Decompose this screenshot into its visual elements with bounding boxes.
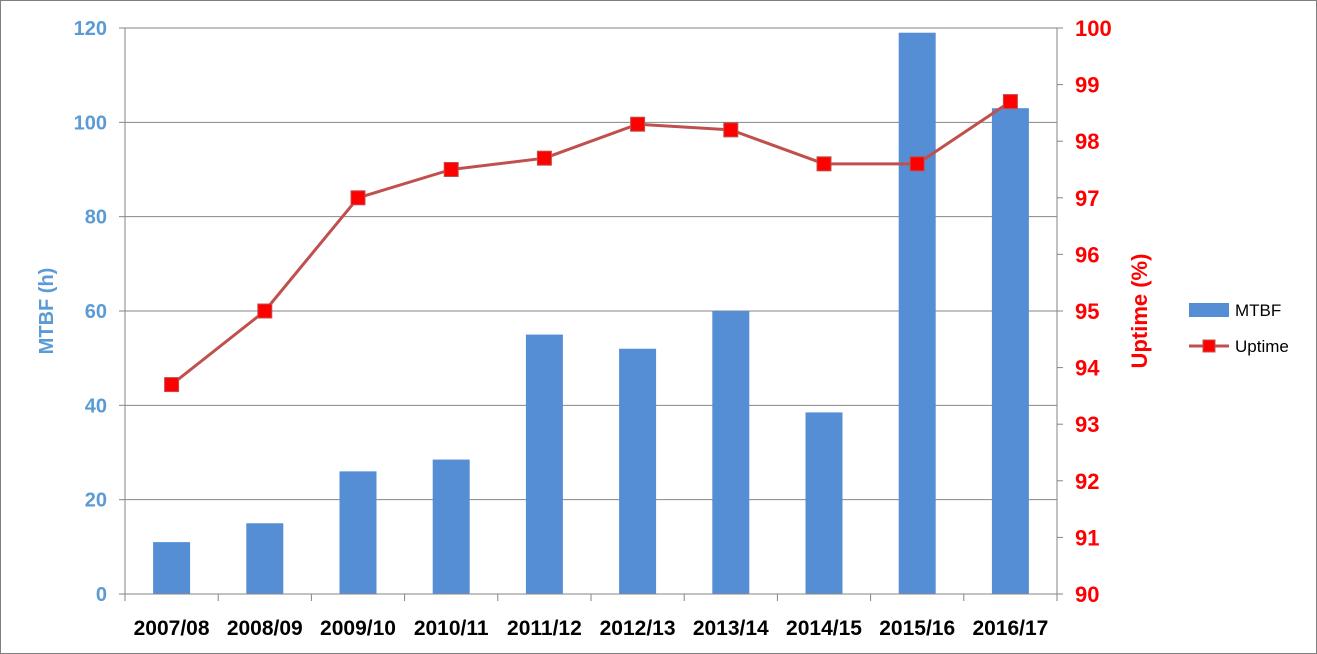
uptime-point [909,156,925,172]
right-axis-ticks: 90 91 92 93 94 95 96 97 98 99 100 [1057,16,1112,607]
mtbf-bar [712,311,750,594]
mtbf-bars [153,32,1029,594]
x-tick-label: 2010/11 [414,617,489,640]
mtbf-bar [246,523,284,594]
uptime-point [816,156,832,172]
right-tick-label: 99 [1075,73,1099,98]
right-tick-label: 93 [1075,412,1099,437]
mtbf-bar [432,459,470,594]
left-tick-label: 60 [85,301,107,323]
left-tick-label: 20 [85,490,107,512]
mtbf-bar [805,412,843,594]
uptime-series [164,94,1018,393]
mtbf-bar [619,348,657,594]
mtbf-bar [898,32,936,594]
x-tick-label: 2007/08 [134,617,210,640]
right-tick-label: 92 [1075,469,1099,494]
right-tick-label: 95 [1075,299,1099,324]
x-tick-label: 2008/09 [227,617,303,640]
uptime-point [164,377,180,393]
mtbf-bar [339,471,377,594]
uptime-line [170,100,1012,386]
right-tick-label: 90 [1075,582,1099,607]
x-tick-label: 2009/10 [320,617,396,640]
mtbf-bar [991,108,1029,594]
legend-label-uptime: Uptime [1235,337,1289,356]
uptime-point [257,303,273,319]
uptime-point [536,150,552,166]
x-tick-label: 2016/17 [972,617,1048,640]
uptime-point [723,122,739,138]
left-axis-title: MTBF (h) [36,268,58,355]
x-tick-label: 2011/12 [507,617,582,640]
mtbf-bar [525,334,563,594]
x-tick-label: 2015/16 [879,617,955,640]
x-tick-label: 2014/15 [786,617,862,640]
right-tick-label: 98 [1075,129,1099,154]
mtbf-bar [153,542,191,594]
uptime-point [1002,94,1018,110]
left-tick-label: 120 [74,18,107,40]
legend-marker-uptime [1202,339,1216,353]
right-tick-label: 94 [1075,356,1100,381]
left-tick-label: 80 [85,207,107,229]
right-tick-label: 97 [1075,186,1099,211]
legend: MTBF Uptime [1189,301,1289,356]
right-tick-label: 96 [1075,242,1099,267]
right-tick-label: 91 [1075,525,1099,550]
right-axis-title: Uptime (%) [1127,254,1152,369]
x-tick-label: 2013/14 [693,617,769,640]
left-tick-label: 100 [74,112,107,134]
x-axis-ticks: 2007/08 2008/09 2009/10 2010/11 2011/12 2012/… [124,594,1058,640]
x-tick-label: 2012/13 [600,617,676,640]
uptime-point [350,190,366,206]
left-axis-ticks: 0 20 40 60 80 100 120 [74,18,125,606]
uptime-point [443,162,459,177]
left-tick-label: 0 [96,584,107,606]
left-tick-label: 40 [85,395,107,417]
uptime-point [630,116,646,132]
right-tick-label: 100 [1075,16,1112,41]
legend-label-mtbf: MTBF [1235,301,1281,320]
legend-swatch-mtbf [1189,303,1229,317]
